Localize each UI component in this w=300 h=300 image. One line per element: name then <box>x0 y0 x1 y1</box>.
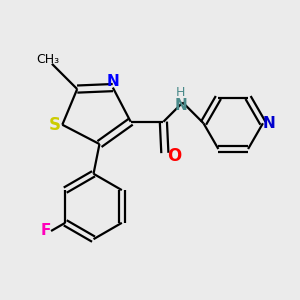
Text: H: H <box>176 86 185 100</box>
Text: N: N <box>106 74 119 88</box>
Text: CH₃: CH₃ <box>36 53 59 66</box>
Text: O: O <box>167 147 181 165</box>
Text: F: F <box>40 224 51 238</box>
Text: N: N <box>262 116 275 131</box>
Text: S: S <box>49 116 61 134</box>
Text: N: N <box>175 98 188 113</box>
